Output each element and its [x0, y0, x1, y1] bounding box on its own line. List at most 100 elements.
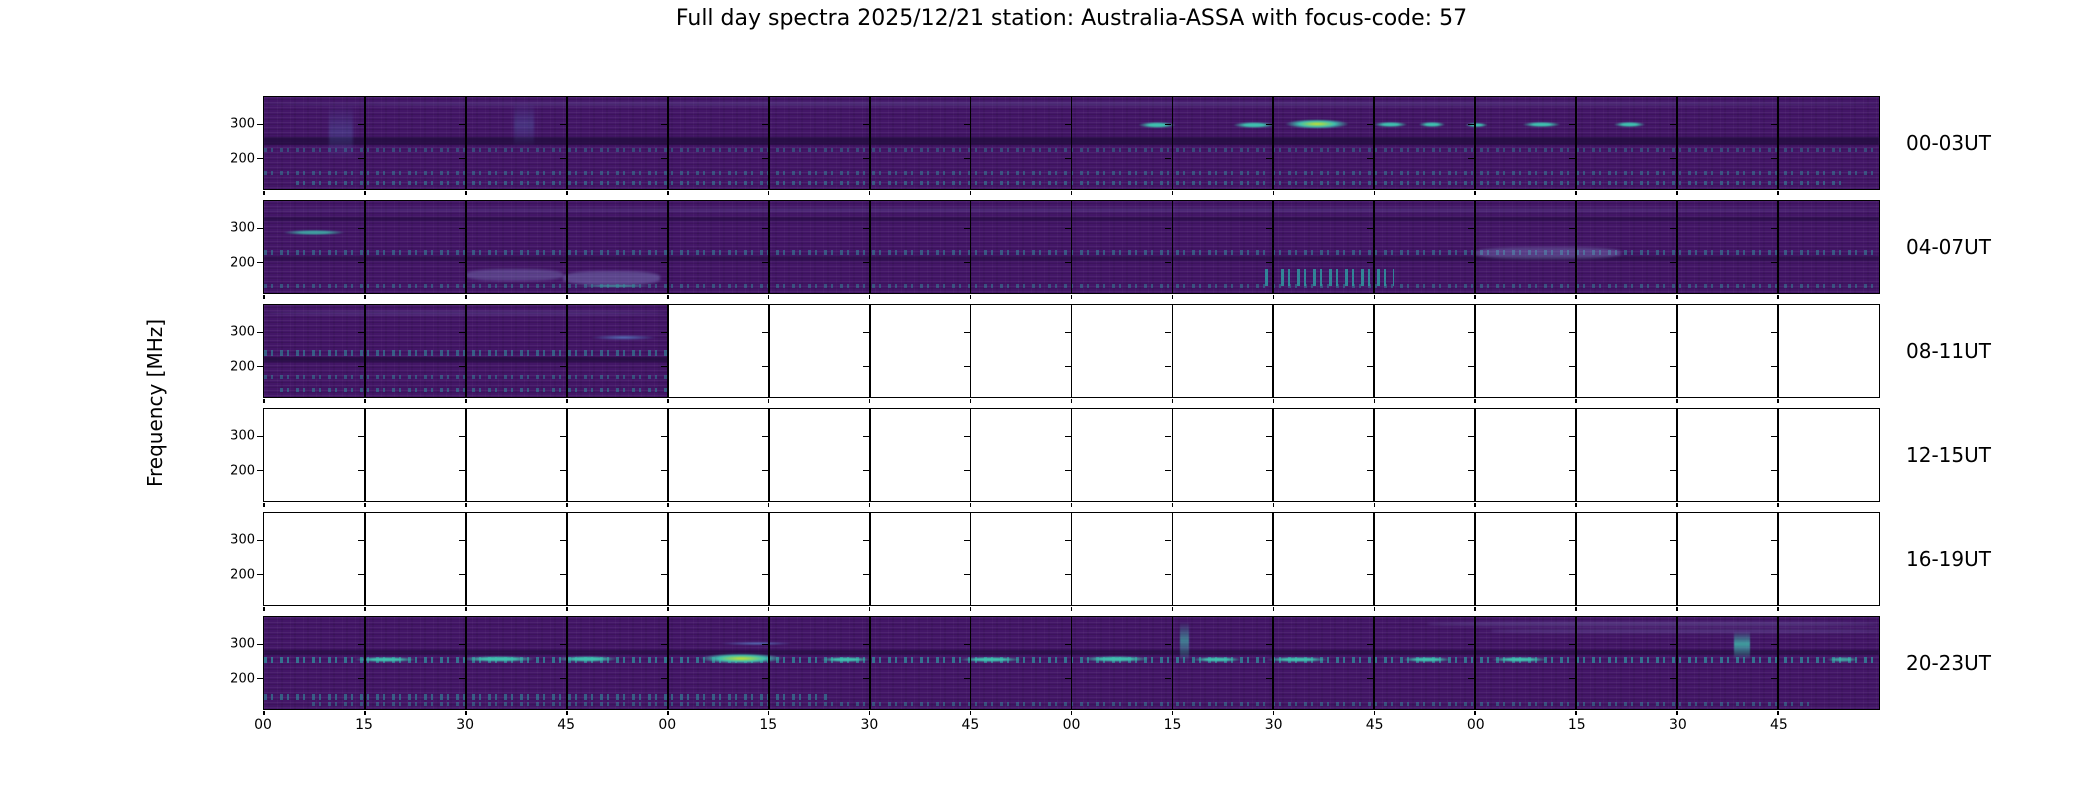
y-tick-mark [862, 469, 869, 472]
row-label: 08-11UT [1906, 339, 1991, 363]
y-tick-mark [963, 227, 970, 230]
subplot-divider [1474, 409, 1477, 501]
y-tick-mark [1064, 157, 1071, 160]
x-tick-mark [868, 710, 871, 715]
subplot-divider [364, 305, 366, 397]
subplot-divider [1272, 513, 1275, 605]
y-tick-mark [458, 331, 465, 334]
y-tick-mark [1165, 331, 1172, 334]
subplot-divider [1777, 409, 1779, 501]
x-tick-mark [1676, 606, 1678, 611]
x-tick-mark [566, 502, 568, 507]
y-tick-mark [1771, 261, 1778, 264]
y-tick-mark [458, 157, 465, 160]
row-label: 16-19UT [1906, 547, 1991, 571]
x-tick-mark [1676, 190, 1678, 195]
y-tick-mark [761, 365, 768, 368]
x-tick-mark [1777, 606, 1779, 611]
x-tick-label: 00 [658, 717, 677, 733]
y-tick-mark [761, 643, 768, 646]
x-tick-label: 30 [1264, 717, 1283, 733]
y-tick-mark [1468, 573, 1475, 576]
x-tick-label: 15 [1567, 717, 1586, 733]
y-tick-label: 300 [230, 220, 255, 236]
y-tick-mark [963, 573, 970, 576]
y-tick-mark [357, 157, 364, 160]
y-tick-label: 300 [230, 324, 255, 340]
subplot-divider [1171, 201, 1174, 293]
y-tick-mark [1266, 331, 1273, 334]
subplot-divider [1575, 513, 1578, 605]
y-tick-mark [1266, 677, 1273, 680]
y-tick-mark [357, 677, 364, 680]
y-tick-mark [1266, 157, 1273, 160]
x-tick-mark [263, 398, 265, 403]
y-tick-mark [1266, 365, 1273, 368]
subplot-divider [1272, 97, 1275, 189]
y-tick-mark [963, 469, 970, 472]
x-tick-mark [1070, 398, 1073, 403]
y-tick-mark [1165, 261, 1172, 264]
y-tick-mark [1468, 227, 1475, 230]
y-tick-mark [1670, 469, 1677, 472]
x-tick-mark [1575, 294, 1577, 299]
y-tick-mark [862, 157, 869, 160]
x-tick-mark [767, 606, 770, 611]
y-tick-mark [1367, 365, 1374, 368]
subplot-divider [1575, 409, 1578, 501]
y-tick-mark [559, 539, 566, 542]
x-tick-mark [364, 606, 366, 611]
x-tick-label: 45 [1365, 717, 1384, 733]
x-tick-mark [1575, 710, 1577, 715]
x-tick-mark [1070, 710, 1073, 715]
x-tick-mark [1070, 294, 1073, 299]
y-tick-mark [1165, 157, 1172, 160]
x-tick-mark [1474, 190, 1477, 195]
x-tick-mark [1777, 710, 1779, 715]
y-tick-mark [1064, 677, 1071, 680]
subplot-divider [666, 513, 669, 605]
subplot-divider [364, 513, 366, 605]
y-tick-mark [1569, 261, 1576, 264]
subplot-divider [1070, 409, 1073, 501]
y-tick-mark [559, 365, 566, 368]
x-tick-mark [566, 606, 568, 611]
x-tick-mark [465, 294, 467, 299]
x-tick-label: 45 [961, 717, 980, 733]
spectrogram-row [257, 408, 1880, 507]
y-tick-mark [1670, 435, 1677, 438]
x-tick-mark [1474, 502, 1477, 507]
y-tick-mark [660, 677, 667, 680]
x-tick-mark [465, 606, 467, 611]
x-tick-mark [566, 710, 568, 715]
y-tick-mark [761, 227, 768, 230]
subplot-divider [1373, 97, 1376, 189]
subplot-divider [1676, 409, 1679, 501]
y-tick-mark [257, 469, 263, 472]
y-tick-mark [1670, 123, 1677, 126]
y-tick-mark [1670, 365, 1677, 368]
subplot-divider [1373, 201, 1376, 293]
y-tick-mark [660, 331, 667, 334]
y-tick-label: 200 [230, 567, 255, 583]
subplot-divider [666, 409, 669, 501]
subplot-divider [565, 513, 568, 605]
x-tick-label: 45 [557, 717, 576, 733]
subplot-divider [464, 513, 467, 605]
x-tick-mark [1373, 398, 1376, 403]
subplot-divider [767, 513, 770, 605]
y-tick-mark [1771, 469, 1778, 472]
y-tick-mark [862, 227, 869, 230]
y-tick-mark [862, 573, 869, 576]
x-tick-mark [1474, 606, 1477, 611]
x-tick-label: 15 [355, 717, 373, 733]
subplot-divider [969, 409, 972, 501]
subplot-divider [1272, 305, 1275, 397]
subplot-divider [868, 201, 871, 293]
subplot-divider [464, 409, 467, 501]
y-tick-label: 200 [230, 359, 255, 375]
x-tick-mark [1676, 710, 1678, 715]
y-tick-mark [1771, 227, 1778, 230]
